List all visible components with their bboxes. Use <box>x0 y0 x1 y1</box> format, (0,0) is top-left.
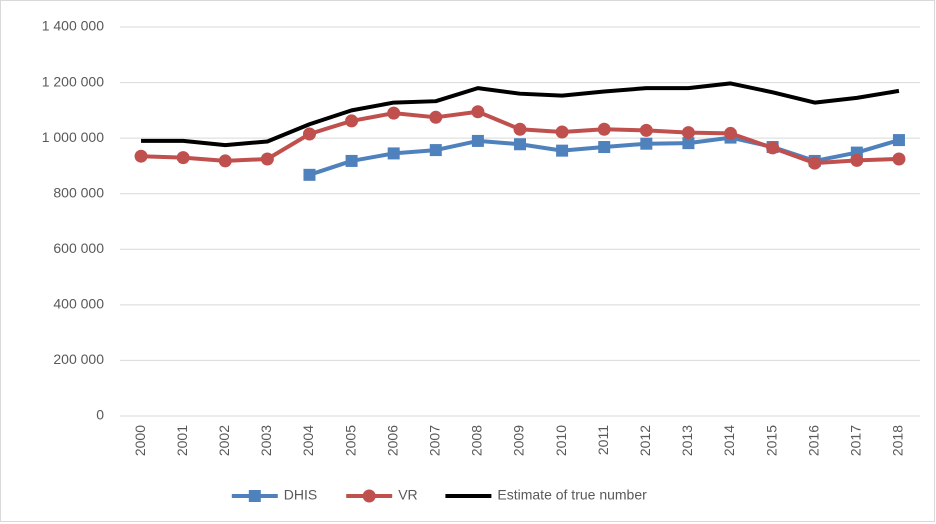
legend-label: Estimate of true number <box>497 487 647 503</box>
y-tick-label: 800 000 <box>53 184 104 200</box>
data-point <box>302 127 316 141</box>
x-tick-label: 2006 <box>384 425 400 456</box>
data-point <box>597 122 611 136</box>
data-point <box>682 137 695 150</box>
x-tick-label: 2000 <box>132 425 148 456</box>
x-tick-label: 2012 <box>637 425 653 456</box>
data-point <box>681 126 695 140</box>
x-tick-label: 2017 <box>848 425 864 456</box>
legend-label: VR <box>398 487 417 503</box>
data-point <box>387 147 400 160</box>
data-point <box>639 123 653 137</box>
x-tick-label: 2009 <box>511 425 527 456</box>
data-point <box>892 152 906 166</box>
data-point <box>513 122 527 136</box>
y-tick-label: 1 400 000 <box>42 18 104 34</box>
data-point <box>471 134 484 147</box>
x-tick-label: 2008 <box>469 425 485 456</box>
data-point <box>640 137 653 150</box>
y-tick-label: 1 200 000 <box>42 73 104 89</box>
data-point <box>303 168 316 181</box>
data-point <box>555 125 569 139</box>
legend-marker <box>248 490 261 502</box>
x-tick-label: 2016 <box>805 425 821 456</box>
data-point <box>429 110 443 124</box>
x-tick-label: 2004 <box>300 425 316 456</box>
data-point <box>766 141 780 155</box>
data-point <box>724 126 738 140</box>
x-tick-label: 2001 <box>174 425 190 456</box>
data-point <box>176 151 190 165</box>
data-point <box>556 144 569 157</box>
x-tick-label: 2007 <box>426 425 442 456</box>
data-point <box>345 114 359 128</box>
data-point <box>808 156 822 170</box>
y-tick-label: 400 000 <box>53 296 104 312</box>
data-point <box>850 153 864 167</box>
x-tick-label: 2011 <box>595 425 611 455</box>
x-tick-label: 2015 <box>763 425 779 456</box>
data-point <box>387 106 401 120</box>
data-point <box>134 149 148 163</box>
legend-marker <box>362 489 376 503</box>
series-line <box>141 81 900 148</box>
x-tick-label: 2005 <box>342 425 358 456</box>
y-tick-label: 0 <box>96 407 104 423</box>
data-point <box>218 154 232 168</box>
x-tick-label: 2013 <box>679 425 695 456</box>
x-tick-label: 2010 <box>553 425 569 456</box>
legend-label: DHIS <box>284 487 317 503</box>
x-tick-label: 2018 <box>890 425 906 456</box>
y-tick-label: 1 000 000 <box>42 129 104 145</box>
data-point <box>514 138 526 151</box>
data-point <box>471 105 485 119</box>
data-point <box>892 134 905 147</box>
data-point <box>345 154 358 167</box>
data-point <box>598 141 611 154</box>
x-tick-label: 2003 <box>258 425 274 456</box>
x-tick-label: 2002 <box>216 425 232 456</box>
y-tick-label: 600 000 <box>53 240 104 256</box>
data-point <box>260 152 274 166</box>
y-tick-label: 200 000 <box>53 351 104 367</box>
x-tick-label: 2014 <box>721 425 737 456</box>
data-point <box>429 144 442 157</box>
